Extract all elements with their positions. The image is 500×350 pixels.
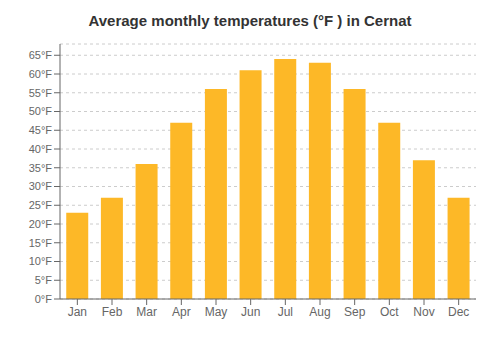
svg-text:15°F: 15°F — [29, 237, 53, 249]
svg-text:Mar: Mar — [136, 305, 157, 319]
svg-text:Jan: Jan — [68, 305, 87, 319]
svg-text:Apr: Apr — [172, 305, 191, 319]
svg-text:May: May — [205, 305, 228, 319]
svg-text:Aug: Aug — [309, 305, 330, 319]
svg-text:Dec: Dec — [448, 305, 469, 319]
svg-text:Nov: Nov — [413, 305, 434, 319]
svg-text:60°F: 60°F — [29, 68, 53, 80]
svg-text:50°F: 50°F — [29, 105, 53, 117]
svg-text:20°F: 20°F — [29, 218, 53, 230]
svg-text:Sep: Sep — [344, 305, 366, 319]
svg-text:Feb: Feb — [102, 305, 123, 319]
svg-text:Jun: Jun — [241, 305, 260, 319]
svg-text:5°F: 5°F — [35, 274, 53, 286]
svg-text:55°F: 55°F — [29, 87, 53, 99]
svg-text:Jul: Jul — [278, 305, 293, 319]
html-text:Average monthly temperatures (: Average monthly temperatures (°F ) in Ce… — [88, 12, 412, 29]
svg-text:10°F: 10°F — [29, 255, 53, 267]
svg-text:40°F: 40°F — [29, 143, 53, 155]
svg-text:0°F: 0°F — [35, 293, 53, 305]
svg-text:Oct: Oct — [380, 305, 399, 319]
svg-text:35°F: 35°F — [29, 162, 53, 174]
svg-text:25°F: 25°F — [29, 199, 53, 211]
svg-text:65°F: 65°F — [29, 49, 53, 61]
svg-text:45°F: 45°F — [29, 124, 53, 136]
svg-text:30°F: 30°F — [29, 180, 53, 192]
